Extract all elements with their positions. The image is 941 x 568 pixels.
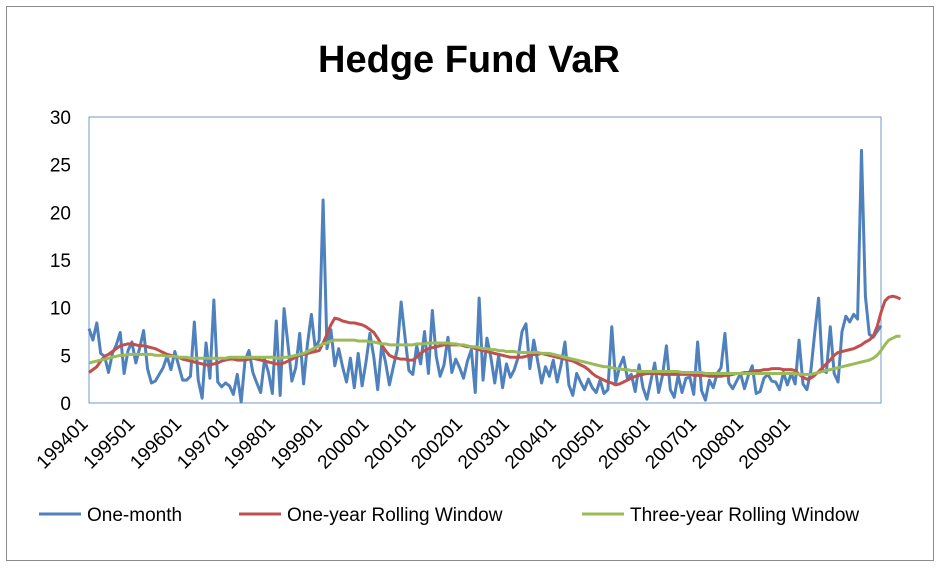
x-tick-label: 199801 (220, 414, 280, 474)
y-tick-label: 25 (50, 156, 71, 177)
y-tick-label: 30 (50, 108, 71, 129)
y-tick-label: 5 (60, 346, 71, 367)
x-tick-label: 200001 (314, 414, 374, 474)
y-tick-label: 10 (50, 299, 71, 320)
y-tick-label: 20 (50, 203, 71, 224)
plot-area (88, 116, 882, 404)
line-chart: Hedge Fund VaR 0 5 10 15 20 25 30 199401199501… (33, 39, 902, 526)
x-tick-label: 200301 (454, 414, 514, 474)
x-tick-label: 199501 (80, 414, 140, 474)
series-line-1 (88, 294, 902, 387)
x-tick-label: 199601 (126, 414, 186, 474)
x-tick-label: 200401 (501, 414, 561, 474)
x-tick-label: 200501 (548, 414, 608, 474)
y-tick-label: 15 (50, 251, 71, 272)
x-tick-label: 199701 (173, 414, 233, 474)
chart-title: Hedge Fund VaR (318, 39, 620, 81)
x-tick-label: 200701 (641, 414, 701, 474)
legend-label-0: One-month (87, 505, 182, 526)
legend-label-1: One-year Rolling Window (287, 505, 503, 526)
y-tick-label: 0 (60, 394, 71, 415)
x-tick-label: 200601 (595, 414, 655, 474)
x-tick-label: 200901 (735, 414, 795, 474)
x-tick-label: 199401 (33, 414, 93, 474)
chart-frame: Hedge Fund VaR 0 5 10 15 20 25 30 199401 199501… (6, 6, 934, 561)
x-tick-label: 199901 (267, 414, 327, 474)
series-line-2 (88, 334, 901, 376)
legend: One-month One-year Rolling Window Three-ye… (39, 505, 859, 526)
legend-label-2: Three-year Rolling Window (630, 505, 859, 526)
x-tick-label: 200201 (407, 414, 467, 474)
x-tick-label: 200101 (361, 414, 421, 474)
x-tick-label: 200801 (688, 414, 748, 474)
